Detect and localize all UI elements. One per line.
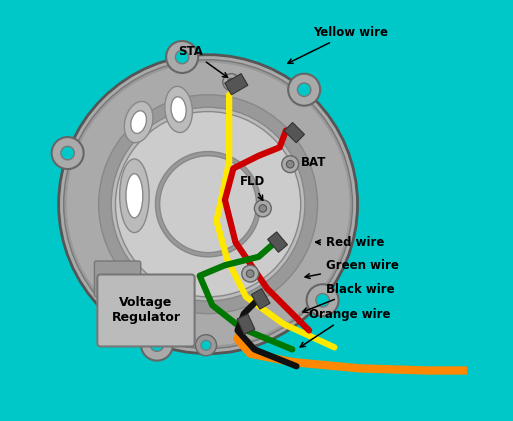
Circle shape (307, 284, 339, 316)
Ellipse shape (171, 97, 186, 122)
Bar (237, 314, 255, 334)
Circle shape (58, 55, 358, 354)
Text: Orange wire: Orange wire (300, 308, 390, 347)
Bar (268, 232, 287, 252)
Circle shape (160, 156, 256, 253)
Circle shape (259, 205, 267, 212)
Circle shape (175, 50, 189, 64)
Circle shape (201, 340, 211, 350)
Text: STA: STA (179, 45, 228, 77)
Circle shape (195, 335, 216, 356)
Text: Black wire: Black wire (303, 282, 394, 312)
FancyBboxPatch shape (94, 261, 141, 297)
Text: Yellow wire: Yellow wire (288, 26, 388, 63)
Circle shape (246, 270, 254, 277)
Circle shape (286, 160, 294, 168)
Circle shape (155, 152, 261, 257)
Text: Voltage
Regulator: Voltage Regulator (111, 296, 181, 325)
Bar (484, 361, 494, 379)
Circle shape (166, 41, 198, 73)
Circle shape (122, 280, 130, 288)
Bar (473, 361, 483, 379)
Circle shape (227, 78, 235, 86)
Text: Green wire: Green wire (305, 259, 399, 278)
Circle shape (141, 329, 173, 361)
Text: FLD: FLD (240, 175, 265, 200)
Circle shape (111, 107, 305, 301)
Circle shape (117, 275, 135, 293)
Circle shape (52, 137, 84, 169)
Bar (495, 361, 505, 379)
FancyBboxPatch shape (97, 274, 194, 346)
Bar (251, 289, 270, 309)
Circle shape (282, 156, 299, 173)
Ellipse shape (131, 111, 147, 133)
Circle shape (115, 112, 301, 297)
Circle shape (64, 60, 352, 349)
Circle shape (150, 338, 164, 352)
Ellipse shape (126, 173, 143, 218)
Ellipse shape (120, 159, 149, 232)
Circle shape (223, 74, 240, 91)
Circle shape (61, 147, 74, 160)
Bar (225, 74, 248, 95)
Circle shape (66, 62, 350, 346)
Circle shape (298, 83, 311, 96)
Circle shape (316, 293, 329, 307)
Circle shape (98, 95, 318, 314)
Circle shape (288, 74, 320, 106)
Circle shape (242, 265, 259, 282)
Text: BAT: BAT (301, 156, 326, 168)
Ellipse shape (124, 101, 153, 143)
Ellipse shape (165, 86, 192, 133)
Bar (284, 123, 305, 143)
Text: Red wire: Red wire (315, 236, 384, 249)
Circle shape (254, 200, 271, 217)
